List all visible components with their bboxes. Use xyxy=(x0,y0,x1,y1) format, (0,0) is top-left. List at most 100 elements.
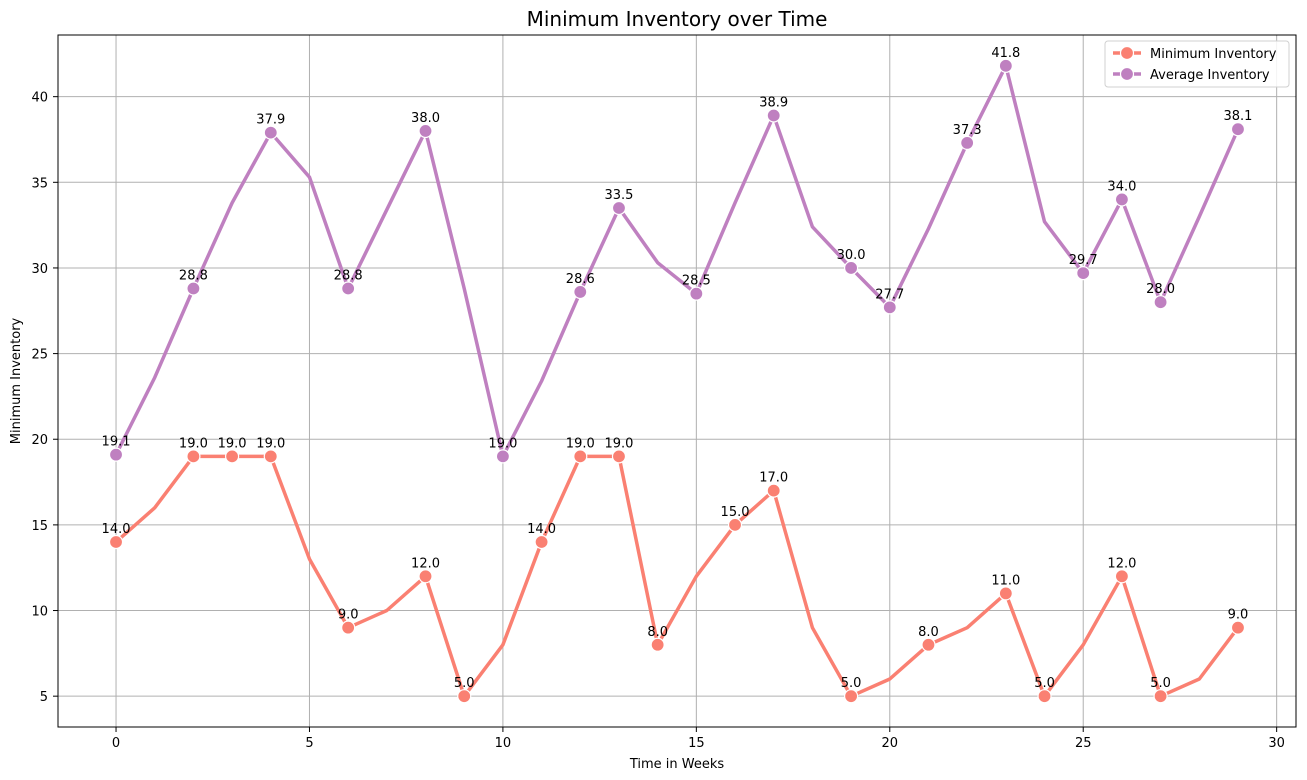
y-tick-label: 25 xyxy=(31,348,48,363)
y-tick-label: 10 xyxy=(31,605,48,620)
data-point xyxy=(573,284,588,300)
y-tick-label: 20 xyxy=(31,433,48,448)
data-point xyxy=(186,449,201,464)
data-label: 8.0 xyxy=(647,625,668,640)
data-label: 9.0 xyxy=(338,608,359,623)
data-labels-layer: 14.0 19.0 19.0 19.0 9.0 12.0 5.0 14.0 19.0 19.0 8.… xyxy=(102,46,1253,691)
data-label: 19.1 xyxy=(102,435,131,450)
data-point xyxy=(843,689,859,704)
data-label: 19.0 xyxy=(604,436,633,451)
data-point xyxy=(108,534,124,550)
series-line-1 xyxy=(114,64,1240,459)
data-label: 41.8 xyxy=(991,46,1020,61)
data-label: 15.0 xyxy=(721,505,750,520)
data-point xyxy=(186,281,201,296)
y-tick-label: 5 xyxy=(40,690,48,705)
data-point xyxy=(689,286,704,301)
data-label: 27.7 xyxy=(875,287,904,302)
data-label: 28.0 xyxy=(1146,282,1175,297)
legend: Minimum Inventory Average Inventory xyxy=(1104,40,1290,88)
data-label: 38.1 xyxy=(1223,109,1252,124)
data-point xyxy=(495,449,511,464)
x-tick-label: 5 xyxy=(305,736,313,751)
data-point xyxy=(418,569,433,584)
legend-entry-label: Minimum Inventory xyxy=(1150,47,1277,62)
data-point xyxy=(727,517,743,532)
data-label: 8.0 xyxy=(918,625,939,640)
data-label: 12.0 xyxy=(1107,556,1136,571)
series-line-0 xyxy=(114,454,1240,698)
data-point xyxy=(1114,569,1130,584)
y-tick-label: 15 xyxy=(31,519,48,534)
x-tick-label: 0 xyxy=(112,736,120,751)
plot-frame xyxy=(57,34,1297,728)
data-point xyxy=(457,689,472,704)
data-label: 14.0 xyxy=(527,522,556,537)
legend-frame xyxy=(1104,40,1290,88)
data-point xyxy=(998,58,1013,73)
x-tick-label: 30 xyxy=(1268,736,1285,751)
y-tick-label: 40 xyxy=(31,91,48,106)
x-tick-label: 15 xyxy=(688,736,705,751)
data-label: 37.9 xyxy=(256,113,285,128)
data-label: 28.8 xyxy=(179,269,208,284)
data-point xyxy=(611,200,627,216)
data-label: 37.3 xyxy=(953,123,982,138)
data-label: 19.0 xyxy=(218,436,247,451)
data-point xyxy=(882,300,897,315)
data-label: 28.8 xyxy=(334,269,363,284)
chart-title: Minimum Inventory over Time xyxy=(527,7,828,31)
series-layer xyxy=(108,58,1246,704)
axis-ticks: 0 5 10 15 20 25 30 5 10 15 20 25 30 35 40 xyxy=(31,91,1284,751)
data-point xyxy=(224,449,240,464)
data-point xyxy=(341,620,356,635)
data-label: 12.0 xyxy=(411,556,440,571)
data-point xyxy=(1076,265,1091,281)
data-label: 19.0 xyxy=(179,436,208,451)
y-axis-label: Minimum Inventory xyxy=(9,317,24,444)
data-label: 34.0 xyxy=(1107,179,1136,194)
data-label: 5.0 xyxy=(1150,676,1171,691)
y-tick-label: 35 xyxy=(31,176,48,191)
data-point xyxy=(263,449,278,464)
x-tick-label: 20 xyxy=(882,736,899,751)
data-point xyxy=(998,586,1013,601)
y-tick-label: 30 xyxy=(31,262,48,277)
data-point xyxy=(573,449,588,464)
data-point xyxy=(843,260,859,276)
data-label: 19.0 xyxy=(566,436,595,451)
data-label: 5.0 xyxy=(1034,676,1055,691)
data-point xyxy=(1153,295,1168,310)
data-point xyxy=(1230,122,1246,137)
data-label: 5.0 xyxy=(841,676,862,691)
legend-swatch-marker xyxy=(1119,45,1135,61)
data-point xyxy=(1230,620,1246,635)
x-axis-label: Time in Weeks xyxy=(629,757,725,772)
data-label: 38.0 xyxy=(411,111,440,126)
grid xyxy=(58,35,1296,727)
data-point xyxy=(611,449,627,464)
data-point xyxy=(108,447,124,462)
data-point xyxy=(1153,689,1168,704)
data-point xyxy=(341,281,356,296)
data-label: 29.7 xyxy=(1069,253,1098,268)
data-point xyxy=(534,534,549,550)
data-label: 28.6 xyxy=(566,272,595,287)
data-label: 14.0 xyxy=(102,522,131,537)
data-label: 33.5 xyxy=(604,188,633,203)
legend-entry-label: Average Inventory xyxy=(1150,68,1270,83)
data-label: 19.0 xyxy=(488,436,517,451)
x-tick-label: 10 xyxy=(495,736,512,751)
data-label: 11.0 xyxy=(991,573,1020,588)
x-tick-label: 25 xyxy=(1075,736,1092,751)
data-point xyxy=(650,637,665,652)
data-point xyxy=(263,125,278,140)
data-point xyxy=(1037,689,1052,704)
data-label: 5.0 xyxy=(454,676,475,691)
data-label: 30.0 xyxy=(837,248,866,263)
legend-swatch-marker xyxy=(1119,66,1135,82)
data-point xyxy=(960,135,975,151)
data-point xyxy=(1114,192,1130,207)
data-label: 19.0 xyxy=(256,436,285,451)
